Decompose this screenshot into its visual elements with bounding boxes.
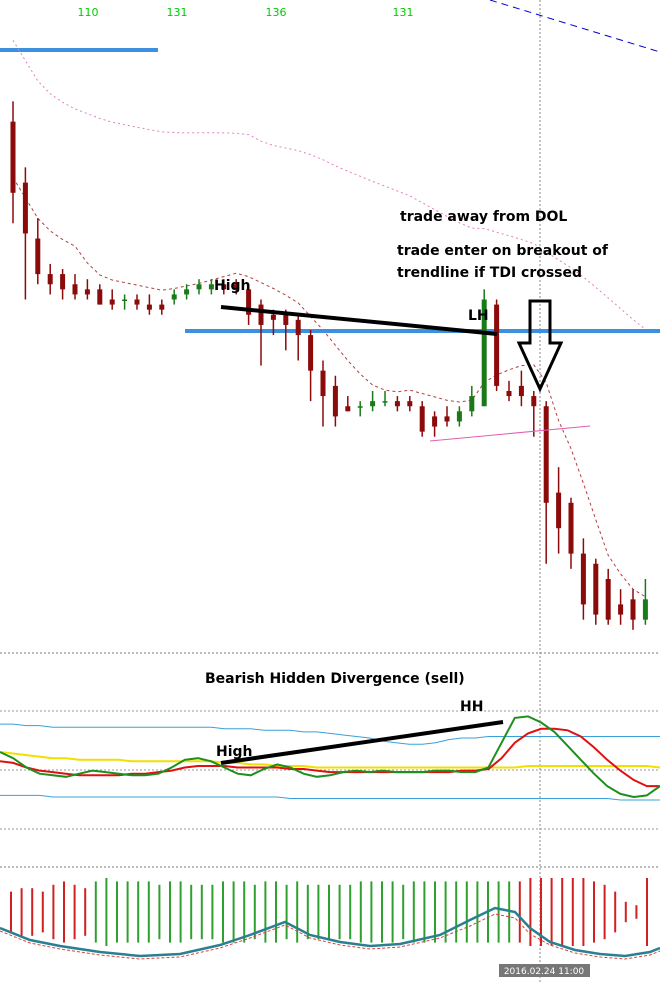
annotation-high-price: High [214,278,251,294]
tdi-midband-line [0,751,660,769]
candle-body [444,416,450,422]
dashed-trendline [489,0,660,53]
tdi-lines [0,715,660,801]
candle-body [481,299,487,407]
candle-body [456,411,462,422]
high-hh-trendline [220,720,504,765]
tdi-upper-band-line [0,723,660,745]
candle-body [208,284,214,290]
candle-body [134,299,140,305]
candle-body [357,406,363,408]
header-number-1: 110 [78,6,99,19]
header-numbers: 110 131 136 131 [78,6,414,19]
candle-body [345,406,351,412]
candle-body [419,406,425,432]
candle-body [84,289,90,295]
candle-body [407,401,413,407]
candle-body [568,502,574,554]
candle-body [233,284,239,290]
moving-average-long [12,40,646,330]
candle-body [308,335,314,371]
header-number-3: 136 [266,6,287,19]
header-number-4: 131 [393,6,414,19]
candle-body [196,284,202,290]
candle-body [246,289,252,315]
header-number-2: 131 [167,6,188,19]
candle-body [370,401,376,407]
momentum-signal-line [0,913,660,960]
candle-body [506,390,512,397]
momentum-main-line [0,906,660,958]
candle-body [60,274,66,290]
annotation-lh: LH [468,308,489,324]
candle-body [593,563,599,615]
candle-body [10,121,16,193]
annotation-divergence-title: Bearish Hidden Divergence (sell) [205,671,465,687]
candle-body [469,396,475,412]
candle-body [382,401,388,403]
candle-body [159,304,165,310]
tdi-lower-band-line [0,794,660,801]
candle-body [618,604,624,615]
candle-body [432,416,438,427]
candle-body [531,396,537,407]
candle-body [97,289,103,305]
down-arrow-icon [516,299,564,393]
candle-body [72,284,78,295]
candle-body [221,284,227,290]
candle-body [283,314,289,325]
candle-body [109,299,115,305]
tdi-panel [0,710,660,830]
price-moving-averages [12,40,646,598]
date-label: 2016.02.24 11:00 [504,967,585,977]
candle-body [320,370,326,397]
histogram-bars [10,878,648,946]
annotation-trade-enter-2: trendline if TDI crossed [397,265,582,281]
candle-body [543,406,549,503]
candle-body [332,385,338,417]
candle-body [518,385,524,397]
tdi-signal-line [0,727,660,788]
candle-body [146,304,152,310]
candle-body [258,304,264,325]
candle-body [22,182,28,234]
candle-body [580,553,586,605]
candle-body [605,579,611,620]
breakout-trendline [429,425,591,442]
candle-body [494,304,500,386]
annotation-trade-away: trade away from DOL [400,209,567,225]
candle-body [171,294,177,300]
annotation-hh: HH [460,699,483,715]
candle-body [642,599,648,620]
candle-body [394,401,400,407]
candle-body [630,599,636,620]
candle-body [184,289,190,295]
candles [10,101,648,630]
annotation-trade-enter-1: trade enter on breakout of [397,243,609,259]
candle-body [270,314,276,320]
candle-body [122,299,128,302]
date-label-box [499,964,590,977]
momentum-lines [0,906,660,960]
candle-body [556,492,562,529]
candle-body [295,319,301,336]
moving-average-short [12,177,646,598]
high-lh-trendline [220,305,498,336]
tdi-rsi-line [0,715,660,799]
annotation-high-tdi: High [216,744,253,760]
candle-body [35,238,41,275]
candle-body [47,274,53,285]
